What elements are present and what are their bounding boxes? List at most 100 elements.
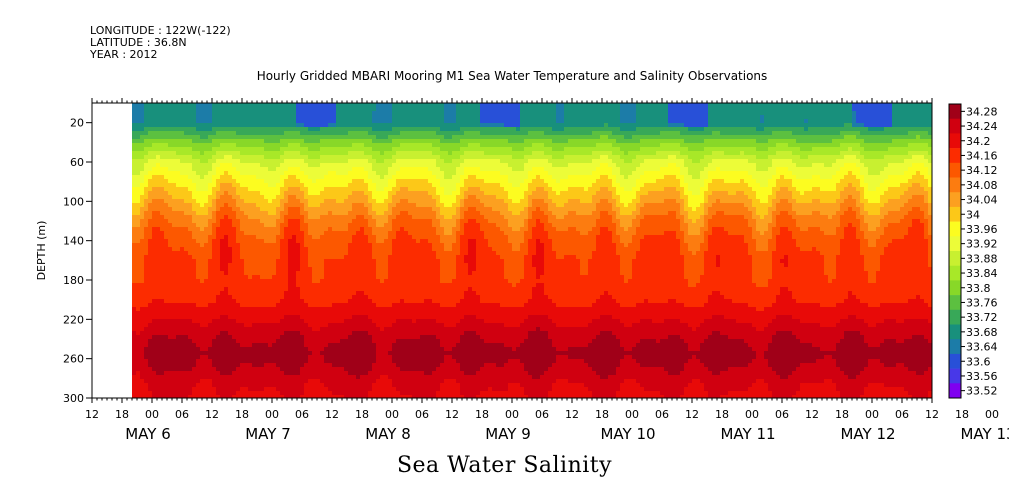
salinity-cell bbox=[188, 295, 193, 300]
salinity-cell bbox=[136, 235, 141, 240]
salinity-cell bbox=[160, 267, 165, 272]
salinity-cell bbox=[208, 299, 213, 304]
salinity-cell bbox=[224, 131, 229, 136]
salinity-cell bbox=[148, 159, 153, 164]
salinity-cell bbox=[308, 135, 313, 140]
salinity-cell bbox=[196, 243, 201, 248]
salinity-cell bbox=[328, 219, 333, 224]
salinity-cell bbox=[392, 123, 397, 128]
salinity-cell bbox=[136, 247, 141, 252]
salinity-cell bbox=[364, 271, 369, 276]
salinity-cell bbox=[132, 387, 137, 392]
salinity-cell bbox=[380, 135, 385, 140]
salinity-cell bbox=[152, 159, 157, 164]
salinity-cell bbox=[136, 207, 141, 212]
salinity-cell bbox=[188, 239, 193, 244]
salinity-cell bbox=[284, 135, 289, 140]
salinity-cell bbox=[260, 295, 265, 300]
salinity-cell bbox=[372, 387, 377, 392]
salinity-cell bbox=[244, 183, 249, 188]
salinity-cell bbox=[368, 319, 373, 324]
salinity-cell bbox=[376, 311, 381, 316]
salinity-cell bbox=[344, 119, 349, 124]
salinity-cell bbox=[200, 379, 205, 384]
salinity-cell bbox=[212, 175, 217, 180]
salinity-cell bbox=[356, 203, 361, 208]
salinity-cell bbox=[324, 211, 329, 216]
salinity-cell bbox=[308, 367, 313, 372]
salinity-cell bbox=[268, 175, 273, 180]
salinity-cell bbox=[236, 347, 241, 352]
salinity-cell bbox=[212, 135, 217, 140]
salinity-cell bbox=[144, 391, 149, 396]
salinity-cell bbox=[276, 143, 281, 148]
salinity-cell bbox=[156, 143, 161, 148]
salinity-cell bbox=[368, 167, 373, 172]
salinity-cell bbox=[280, 347, 285, 352]
salinity-cell bbox=[196, 307, 201, 312]
salinity-cell bbox=[396, 279, 401, 284]
salinity-cell bbox=[320, 231, 325, 236]
salinity-cell bbox=[224, 335, 229, 340]
salinity-cell bbox=[132, 367, 137, 372]
salinity-cell bbox=[244, 179, 249, 184]
salinity-cell bbox=[200, 359, 205, 364]
salinity-cell bbox=[260, 379, 265, 384]
salinity-cell bbox=[140, 231, 145, 236]
salinity-cell bbox=[188, 311, 193, 316]
salinity-cell bbox=[148, 271, 153, 276]
salinity-cell bbox=[196, 219, 201, 224]
salinity-cell bbox=[288, 211, 293, 216]
salinity-cell bbox=[236, 191, 241, 196]
salinity-cell bbox=[372, 119, 377, 124]
salinity-cell bbox=[140, 131, 145, 136]
salinity-cell bbox=[324, 159, 329, 164]
salinity-cell bbox=[348, 327, 353, 332]
salinity-cell bbox=[392, 367, 397, 372]
salinity-cell bbox=[336, 351, 341, 356]
salinity-cell bbox=[236, 307, 241, 312]
salinity-cell bbox=[248, 383, 253, 388]
salinity-cell bbox=[140, 155, 145, 160]
salinity-cell bbox=[216, 179, 221, 184]
salinity-cell bbox=[132, 347, 137, 352]
salinity-cell bbox=[188, 203, 193, 208]
salinity-cell bbox=[148, 207, 153, 212]
salinity-cell bbox=[196, 215, 201, 220]
salinity-cell bbox=[140, 271, 145, 276]
salinity-cell bbox=[196, 159, 201, 164]
salinity-cell bbox=[276, 115, 281, 120]
salinity-cell bbox=[248, 259, 253, 264]
salinity-cell bbox=[280, 387, 285, 392]
salinity-cell bbox=[264, 147, 269, 152]
salinity-cell bbox=[360, 243, 365, 248]
salinity-cell bbox=[312, 135, 317, 140]
salinity-cell bbox=[232, 107, 237, 112]
salinity-cell bbox=[268, 223, 273, 228]
salinity-cell bbox=[252, 147, 257, 152]
salinity-cell bbox=[216, 367, 221, 372]
salinity-cell bbox=[140, 167, 145, 172]
salinity-cell bbox=[380, 167, 385, 172]
salinity-cell bbox=[276, 331, 281, 336]
salinity-cell bbox=[248, 371, 253, 376]
salinity-cell bbox=[208, 143, 213, 148]
salinity-cell bbox=[132, 175, 137, 180]
salinity-cell bbox=[288, 331, 293, 336]
salinity-cell bbox=[160, 259, 165, 264]
salinity-cell bbox=[244, 295, 249, 300]
salinity-cell bbox=[288, 375, 293, 380]
salinity-cell bbox=[260, 375, 265, 380]
salinity-cell bbox=[380, 303, 385, 308]
salinity-cell bbox=[240, 123, 245, 128]
salinity-cell bbox=[288, 183, 293, 188]
salinity-cell bbox=[360, 107, 365, 112]
salinity-cell bbox=[156, 195, 161, 200]
salinity-cell bbox=[184, 115, 189, 120]
salinity-cell bbox=[208, 115, 213, 120]
salinity-cell bbox=[168, 227, 173, 232]
salinity-cell bbox=[236, 327, 241, 332]
salinity-cell bbox=[132, 363, 137, 368]
salinity-cell bbox=[256, 303, 261, 308]
salinity-cell bbox=[168, 155, 173, 160]
